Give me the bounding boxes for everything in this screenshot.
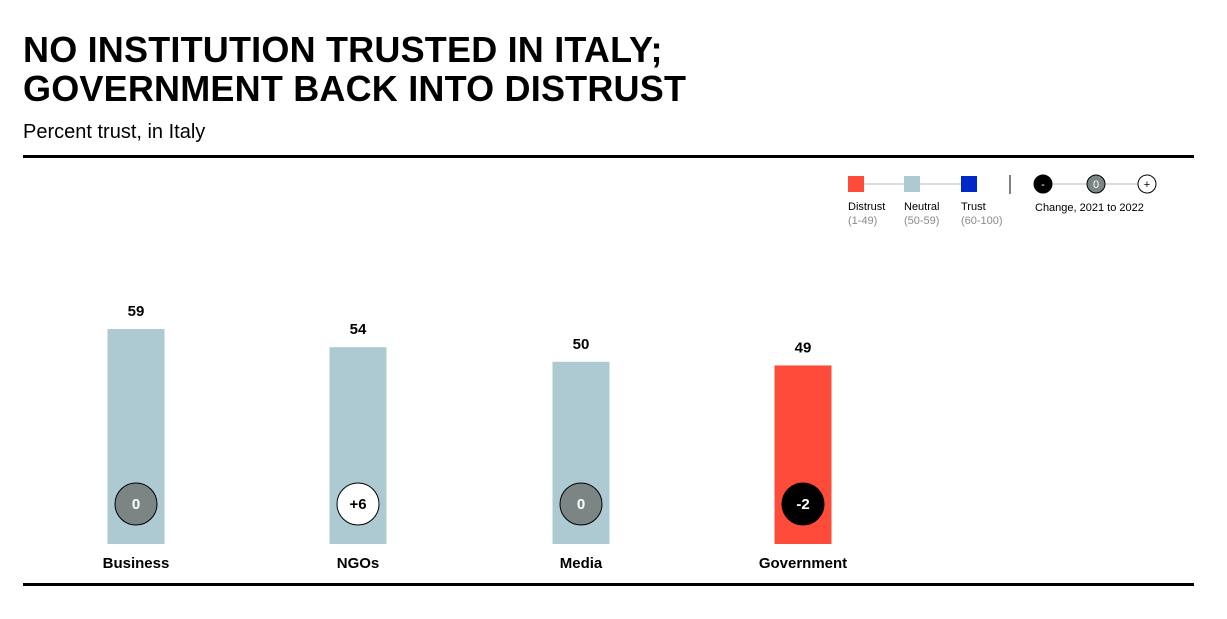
legend-swatch-neutral [904,176,920,192]
svg-text:-: - [1041,179,1045,191]
legend-label-neutral: Neutral [904,201,940,213]
legend-label-trust: Trust [961,201,986,213]
svg-text:+: + [1144,179,1150,191]
chart-title-line-1: NO INSTITUTION TRUSTED IN ITALY; [23,29,663,70]
legend-change-label: Change, 2021 to 2022 [1035,202,1144,214]
legend-change-marker-zero: 0 [1086,174,1106,194]
svg-text:0: 0 [132,496,140,513]
category-label-business: Business [103,555,170,572]
legend-change-marker-minus: - [1033,174,1053,194]
legend-range-neutral: (50-59) [904,215,940,227]
category-label-ngos: NGOs [337,555,380,572]
category-label-government: Government [759,555,847,572]
category-label-media: Media [560,555,603,572]
legend-label-distrust: Distrust [848,201,886,213]
chart-subtitle: Percent trust, in Italy [23,121,206,143]
value-label-government: 49 [795,339,812,356]
change-marker-media: 0 [559,482,603,526]
value-label-ngos: 54 [350,321,367,338]
change-marker-government: -2 [781,482,825,526]
legend-range-distrust: (1-49) [848,215,878,227]
change-marker-business: 0 [114,482,158,526]
legend-swatch-trust [961,176,977,192]
legend-swatch-distrust [848,176,864,192]
value-label-media: 50 [573,336,590,353]
chart-title-line-2: GOVERNMENT BACK INTO DISTRUST [23,68,687,109]
legend-range-trust: (60-100) [961,215,1003,227]
change-marker-ngos: +6 [336,482,380,526]
svg-text:+6: +6 [349,496,366,513]
legend-change-marker-plus: + [1137,174,1157,194]
bottom-divider [23,583,1194,586]
svg-text:-2: -2 [796,496,809,513]
svg-text:0: 0 [577,496,585,513]
value-label-business: 59 [128,303,145,320]
legend-graphic: - 0 + [848,174,1157,194]
chart-title: NO INSTITUTION TRUSTED IN ITALY; GOVERNM… [23,30,686,108]
top-divider [23,155,1194,158]
svg-text:0: 0 [1093,179,1099,191]
